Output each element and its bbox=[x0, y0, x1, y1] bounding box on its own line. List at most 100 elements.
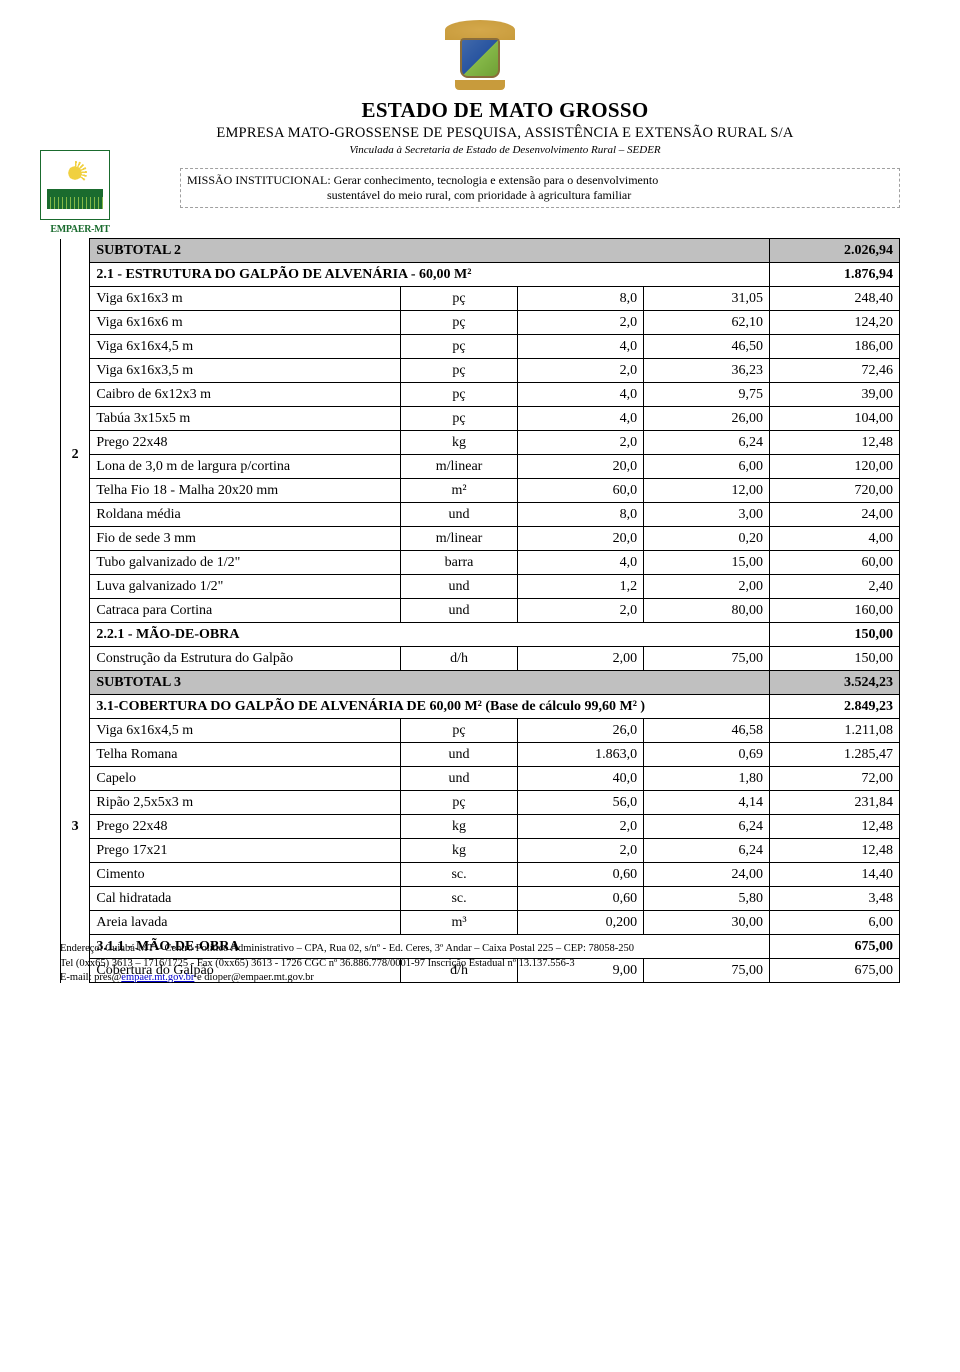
page: EMPAER-MT ESTADO DE MATO GROSSO EMPRESA … bbox=[0, 0, 960, 1003]
row-desc: Catraca para Cortina bbox=[90, 599, 400, 623]
row-desc: Prego 17x21 bbox=[90, 839, 400, 863]
row-total: 4,00 bbox=[769, 527, 899, 551]
page-title: ESTADO DE MATO GROSSO bbox=[110, 98, 900, 123]
row-unit: m² bbox=[400, 479, 517, 503]
row-total: 124,20 bbox=[769, 311, 899, 335]
mission-text-2: sustentável do meio rural, com prioridad… bbox=[187, 188, 893, 203]
row-total: 6,00 bbox=[769, 911, 899, 935]
subtotal-value: 2.026,94 bbox=[769, 239, 899, 263]
table-row: Prego 22x48kg2,06,2412,48 bbox=[61, 431, 900, 455]
row-unit: m/linear bbox=[400, 455, 517, 479]
section-value: 1.876,94 bbox=[769, 263, 899, 287]
group-index: 3 bbox=[61, 671, 90, 983]
mission-box: MISSÃO INSTITUCIONAL: Gerar conhecimento… bbox=[180, 168, 900, 208]
section-value: 150,00 bbox=[769, 623, 899, 647]
table-row: Roldana médiaund8,03,0024,00 bbox=[61, 503, 900, 527]
row-desc: Viga 6x16x4,5 m bbox=[90, 335, 400, 359]
row-unit: und bbox=[400, 767, 517, 791]
table-row: Viga 6x16x4,5 mpç4,046,50186,00 bbox=[61, 335, 900, 359]
table-row: Cimentosc.0,6024,0014,40 bbox=[61, 863, 900, 887]
row-desc: Telha Fio 18 - Malha 20x20 mm bbox=[90, 479, 400, 503]
row-qty: 2,0 bbox=[518, 431, 644, 455]
row-total: 150,00 bbox=[769, 647, 899, 671]
table-row: Catraca para Cortinaund2,080,00160,00 bbox=[61, 599, 900, 623]
table-row: Luva galvanizado 1/2"und1,22,002,40 bbox=[61, 575, 900, 599]
row-price: 3,00 bbox=[644, 503, 770, 527]
row-qty: 20,0 bbox=[518, 527, 644, 551]
header: EMPAER-MT ESTADO DE MATO GROSSO EMPRESA … bbox=[60, 20, 900, 208]
table-row: Prego 22x48kg2,06,2412,48 bbox=[61, 815, 900, 839]
budget-table: 2SUBTOTAL 22.026,942.1 - ESTRUTURA DO GA… bbox=[60, 238, 900, 983]
row-unit: pç bbox=[400, 407, 517, 431]
row-desc: Construção da Estrutura do Galpão bbox=[90, 647, 400, 671]
row-total: 231,84 bbox=[769, 791, 899, 815]
row-desc: Areia lavada bbox=[90, 911, 400, 935]
subtotal-row: 3SUBTOTAL 33.524,23 bbox=[61, 671, 900, 695]
row-total: 12,48 bbox=[769, 431, 899, 455]
footer-link[interactable]: empaer.mt.gov.br bbox=[121, 972, 194, 983]
section-label: 2.2.1 - MÃO-DE-OBRA bbox=[90, 623, 770, 647]
row-qty: 2,0 bbox=[518, 311, 644, 335]
row-qty: 4,0 bbox=[518, 407, 644, 431]
row-qty: 4,0 bbox=[518, 383, 644, 407]
page-subtitle: EMPRESA MATO-GROSSENSE DE PESQUISA, ASSI… bbox=[110, 125, 900, 142]
row-unit: pç bbox=[400, 359, 517, 383]
row-desc: Viga 6x16x3 m bbox=[90, 287, 400, 311]
table-row: Caibro de 6x12x3 mpç4,09,7539,00 bbox=[61, 383, 900, 407]
table-row: Capelound40,01,8072,00 bbox=[61, 767, 900, 791]
row-price: 6,00 bbox=[644, 455, 770, 479]
row-qty: 2,0 bbox=[518, 599, 644, 623]
page-linked: Vinculada à Secretaria de Estado de Dese… bbox=[110, 144, 900, 156]
logo-text: EMPAER-MT bbox=[40, 224, 120, 235]
row-desc: Prego 22x48 bbox=[90, 431, 400, 455]
section-value: 2.849,23 bbox=[769, 695, 899, 719]
footer-phone: Tel (0xx65) 3613 – 1716/1725 - Fax (0xx6… bbox=[60, 957, 900, 971]
row-price: 1,80 bbox=[644, 767, 770, 791]
row-price: 31,05 bbox=[644, 287, 770, 311]
row-total: 2,40 bbox=[769, 575, 899, 599]
table-row: Prego 17x21kg2,06,2412,48 bbox=[61, 839, 900, 863]
row-qty: 2,00 bbox=[518, 647, 644, 671]
row-unit: m/linear bbox=[400, 527, 517, 551]
row-total: 60,00 bbox=[769, 551, 899, 575]
row-total: 120,00 bbox=[769, 455, 899, 479]
row-price: 46,50 bbox=[644, 335, 770, 359]
row-qty: 4,0 bbox=[518, 335, 644, 359]
state-crest-icon bbox=[60, 20, 900, 90]
table-row: Viga 6x16x4,5 mpç26,046,581.211,08 bbox=[61, 719, 900, 743]
table-row: Telha Fio 18 - Malha 20x20 mmm²60,012,00… bbox=[61, 479, 900, 503]
row-price: 36,23 bbox=[644, 359, 770, 383]
row-total: 39,00 bbox=[769, 383, 899, 407]
row-price: 46,58 bbox=[644, 719, 770, 743]
row-unit: pç bbox=[400, 791, 517, 815]
row-desc: Luva galvanizado 1/2" bbox=[90, 575, 400, 599]
row-unit: sc. bbox=[400, 863, 517, 887]
row-price: 6,24 bbox=[644, 431, 770, 455]
row-desc: Viga 6x16x6 m bbox=[90, 311, 400, 335]
table-row: Areia lavadam³0,20030,006,00 bbox=[61, 911, 900, 935]
footer-email: E-mail: pres@empaer.mt.gov.br e dioper@e… bbox=[60, 971, 900, 985]
row-desc: Caibro de 6x12x3 m bbox=[90, 383, 400, 407]
row-unit: m³ bbox=[400, 911, 517, 935]
table-row: Viga 6x16x3 mpç8,031,05248,40 bbox=[61, 287, 900, 311]
subtotal-row: 2SUBTOTAL 22.026,94 bbox=[61, 239, 900, 263]
row-qty: 2,0 bbox=[518, 839, 644, 863]
row-unit: kg bbox=[400, 431, 517, 455]
table-row: Viga 6x16x6 mpç2,062,10124,20 bbox=[61, 311, 900, 335]
row-qty: 4,0 bbox=[518, 551, 644, 575]
row-total: 1.285,47 bbox=[769, 743, 899, 767]
row-unit: pç bbox=[400, 383, 517, 407]
row-unit: pç bbox=[400, 311, 517, 335]
row-price: 12,00 bbox=[644, 479, 770, 503]
section-label: 3.1-COBERTURA DO GALPÃO DE ALVENÁRIA DE … bbox=[90, 695, 770, 719]
row-unit: pç bbox=[400, 719, 517, 743]
row-price: 6,24 bbox=[644, 839, 770, 863]
mission-text-1: Gerar conhecimento, tecnologia e extensã… bbox=[331, 173, 659, 187]
row-unit: und bbox=[400, 599, 517, 623]
row-desc: Lona de 3,0 m de largura p/cortina bbox=[90, 455, 400, 479]
row-desc: Viga 6x16x4,5 m bbox=[90, 719, 400, 743]
table-row: Telha Romanaund1.863,00,691.285,47 bbox=[61, 743, 900, 767]
row-unit: barra bbox=[400, 551, 517, 575]
row-total: 72,46 bbox=[769, 359, 899, 383]
row-desc: Cimento bbox=[90, 863, 400, 887]
